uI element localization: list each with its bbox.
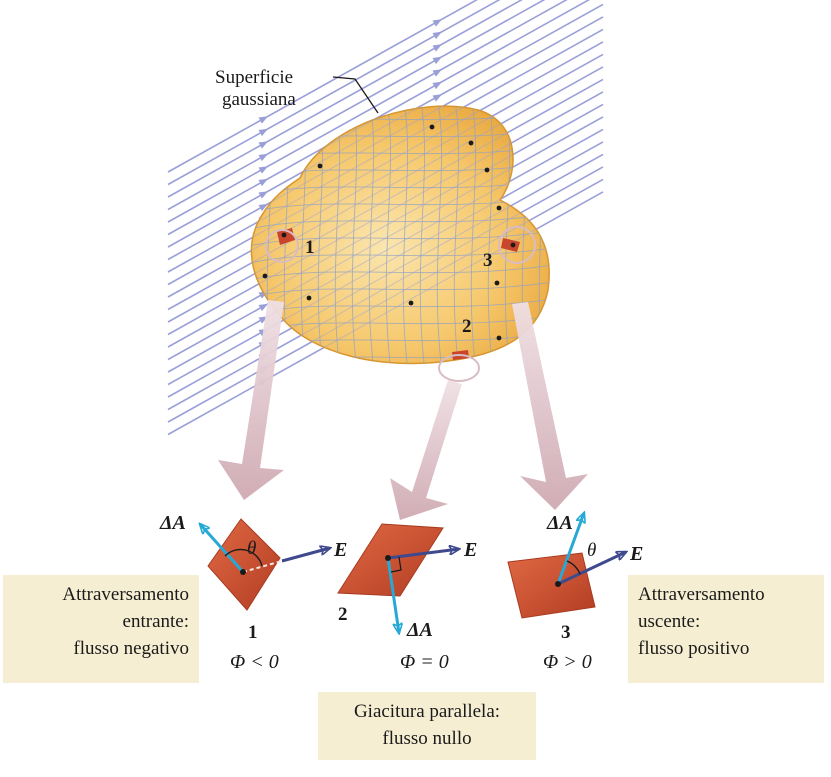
note-left-line-2: entrante: bbox=[122, 611, 189, 632]
field-line-intersection-dots bbox=[262, 124, 516, 341]
area-vector-label-3: ΔA bbox=[546, 512, 573, 534]
field-line bbox=[167, 0, 523, 198]
patch-detail-3: ΔA E θ 3 Φ > 0 bbox=[507, 512, 643, 673]
surface-label-leader bbox=[332, 76, 379, 114]
flux-condition-2: Φ = 0 bbox=[400, 651, 449, 673]
field-vector-label-2: E bbox=[463, 539, 477, 561]
field-vector-arrow-3 bbox=[557, 550, 626, 586]
surface-label-line-1: Superficie bbox=[215, 67, 293, 88]
flux-condition-3: Φ > 0 bbox=[543, 651, 592, 673]
field-vector-arrow-1 bbox=[281, 548, 330, 563]
area-vector-arrow-1 bbox=[200, 524, 245, 574]
note-center-line-1: Giacitura parallela: bbox=[353, 701, 501, 722]
field-line bbox=[167, 0, 591, 236]
surface-label-line-2: gaussiana bbox=[222, 89, 296, 110]
area-vector-arrow-2 bbox=[386, 557, 399, 633]
note-right-line-1: Attraversamento bbox=[638, 584, 765, 605]
area-vector-arrow-3 bbox=[556, 513, 584, 585]
patch-detail-1: ΔA E θ 1 Φ < 0 bbox=[159, 512, 347, 673]
field-line bbox=[167, 0, 501, 186]
field-line bbox=[167, 0, 546, 211]
field-line bbox=[167, 0, 479, 173]
note-left-line-1: Attraversamento bbox=[62, 584, 189, 605]
field-vector-arrow-2 bbox=[387, 549, 459, 560]
note-left-line-3: flusso negativo bbox=[73, 638, 189, 659]
angle-label-3: θ bbox=[587, 540, 596, 561]
callout-circle-2 bbox=[438, 354, 480, 382]
callout-arrow-1 bbox=[218, 300, 284, 500]
callout-arrow-2 bbox=[390, 380, 462, 520]
note-zero-flux: Giacitura parallela: flusso nullo bbox=[318, 692, 536, 760]
field-vector-label-3: E bbox=[629, 543, 643, 565]
detail-number-1: 1 bbox=[248, 622, 258, 643]
callout-circle-1 bbox=[265, 229, 299, 263]
patch-number-3: 3 bbox=[483, 250, 493, 271]
field-vector-label-1: E bbox=[333, 539, 347, 561]
callout-arrow-3 bbox=[512, 302, 588, 510]
area-vector-label-2: ΔA bbox=[406, 619, 433, 641]
surface-patch-3 bbox=[501, 238, 520, 252]
note-negative-flux: Attraversamento entrante: flusso negativ… bbox=[3, 575, 199, 683]
angle-label-1: θ bbox=[247, 538, 256, 559]
detail-number-3: 3 bbox=[561, 622, 571, 643]
patch-number-2: 2 bbox=[462, 316, 472, 337]
field-line bbox=[167, 0, 568, 223]
detail-number-2: 2 bbox=[338, 604, 348, 625]
note-right-line-2: uscente: bbox=[638, 611, 701, 632]
note-right-line-3: flusso positivo bbox=[638, 638, 750, 659]
area-vector-label-1: ΔA bbox=[159, 512, 186, 534]
patch-detail-2: E ΔA 2 Φ = 0 bbox=[337, 523, 477, 673]
note-center-line-2: flusso nullo bbox=[382, 728, 472, 749]
patch-number-1: 1 bbox=[305, 237, 315, 258]
note-positive-flux: Attraversamento uscente: flusso positivo bbox=[628, 575, 824, 683]
flux-condition-1: Φ < 0 bbox=[230, 651, 279, 673]
callout-circle-3 bbox=[498, 226, 536, 264]
